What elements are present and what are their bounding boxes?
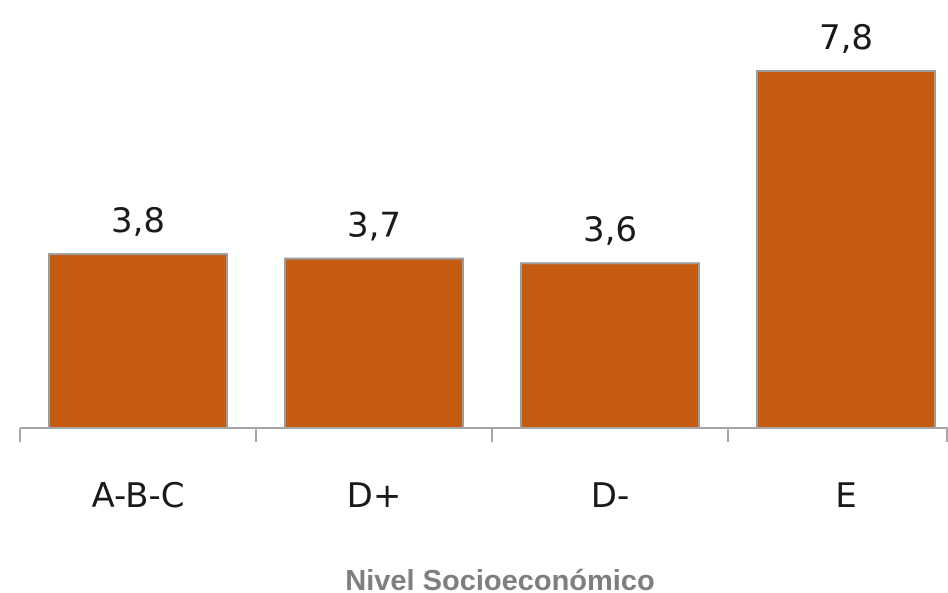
bars-layer — [48, 70, 936, 429]
data-label: 7,8 — [819, 18, 873, 58]
x-tick-label: D- — [591, 476, 629, 516]
bar-a-b-c — [48, 253, 228, 429]
x-axis-title: Nivel Socioeconómico — [345, 565, 654, 593]
data-label: 3,6 — [583, 210, 637, 250]
bar-dplus — [284, 257, 464, 429]
x-tick-labels: A-B-C D+ D- E — [92, 476, 857, 516]
bar-dminus — [520, 262, 700, 429]
bar-e — [756, 70, 936, 429]
x-tick-label: A-B-C — [92, 476, 185, 516]
x-axis — [19, 427, 948, 442]
data-label: 3,8 — [111, 201, 165, 241]
x-tick-label: D+ — [347, 476, 402, 516]
value-labels-layer: 3,8 3,7 3,6 7,8 — [111, 18, 873, 250]
x-tick-label: E — [835, 476, 856, 516]
data-label: 3,7 — [347, 206, 401, 246]
